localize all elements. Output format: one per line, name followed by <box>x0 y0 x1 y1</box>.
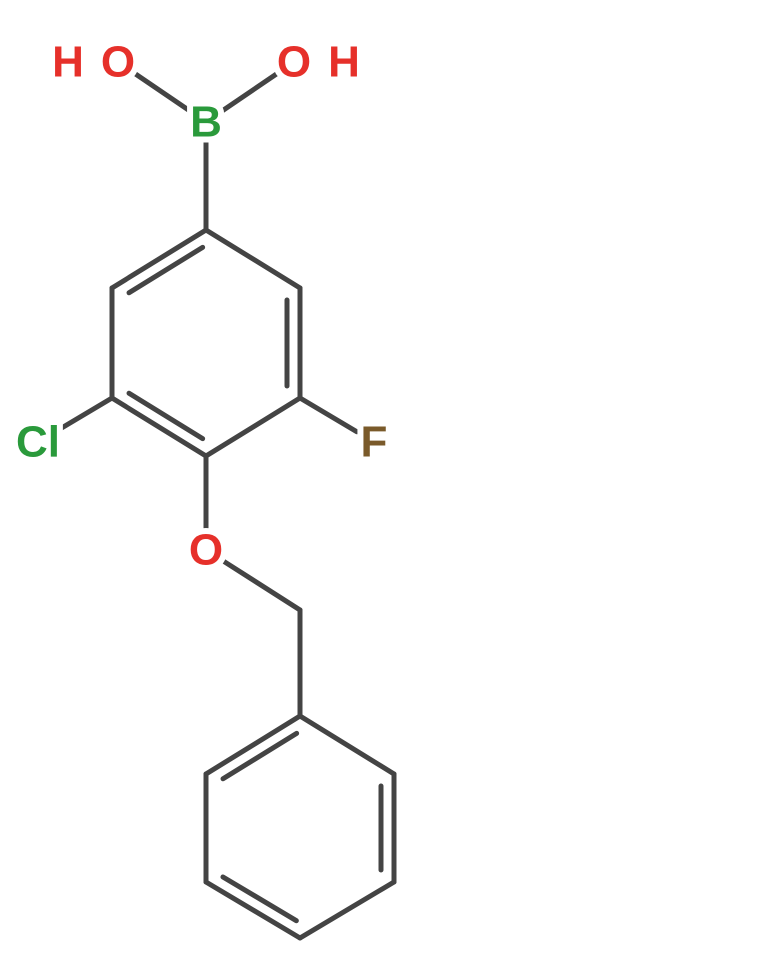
atom-label-O2: O <box>277 38 311 87</box>
atom-labels-group: BBOOHHOOHHClClFFOO <box>16 38 387 575</box>
atom-label-O3: O <box>189 526 223 575</box>
atom-label-O1: O <box>101 38 135 87</box>
atom-label-Cl: Cl <box>16 418 60 467</box>
bonds-group <box>60 72 394 938</box>
atom-label-H2: H <box>328 38 360 87</box>
atom-label-F: F <box>361 418 388 467</box>
atom-label-H1: H <box>52 38 84 87</box>
atom-label-B: B <box>190 98 222 147</box>
molecule-diagram: BBOOHHOOHHClClFFOO <box>0 0 774 958</box>
